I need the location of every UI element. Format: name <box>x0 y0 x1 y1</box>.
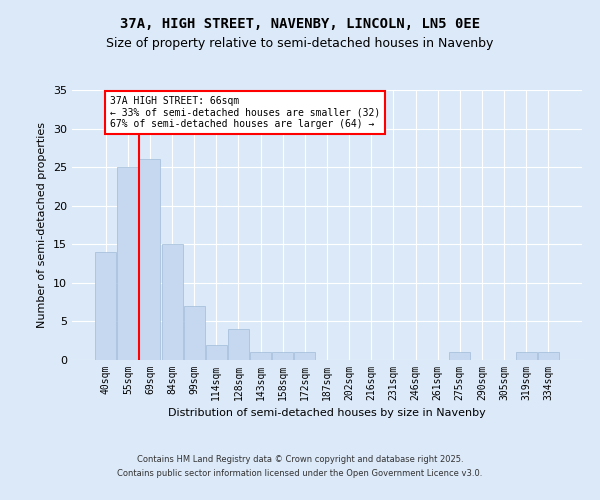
Bar <box>139 160 160 360</box>
Bar <box>95 252 116 360</box>
Text: 37A, HIGH STREET, NAVENBY, LINCOLN, LN5 0EE: 37A, HIGH STREET, NAVENBY, LINCOLN, LN5 … <box>120 18 480 32</box>
Bar <box>449 352 470 360</box>
Bar <box>295 352 316 360</box>
Bar <box>206 344 227 360</box>
Bar <box>161 244 182 360</box>
Bar <box>228 329 249 360</box>
Bar <box>184 306 205 360</box>
Text: Contains HM Land Registry data © Crown copyright and database right 2025.
Contai: Contains HM Land Registry data © Crown c… <box>118 456 482 477</box>
X-axis label: Distribution of semi-detached houses by size in Navenby: Distribution of semi-detached houses by … <box>168 408 486 418</box>
Bar <box>515 352 536 360</box>
Bar <box>250 352 271 360</box>
Y-axis label: Number of semi-detached properties: Number of semi-detached properties <box>37 122 47 328</box>
Bar <box>118 167 139 360</box>
Text: Size of property relative to semi-detached houses in Navenby: Size of property relative to semi-detach… <box>106 38 494 51</box>
Bar <box>272 352 293 360</box>
Text: 37A HIGH STREET: 66sqm
← 33% of semi-detached houses are smaller (32)
67% of sem: 37A HIGH STREET: 66sqm ← 33% of semi-det… <box>110 96 380 130</box>
Bar <box>538 352 559 360</box>
